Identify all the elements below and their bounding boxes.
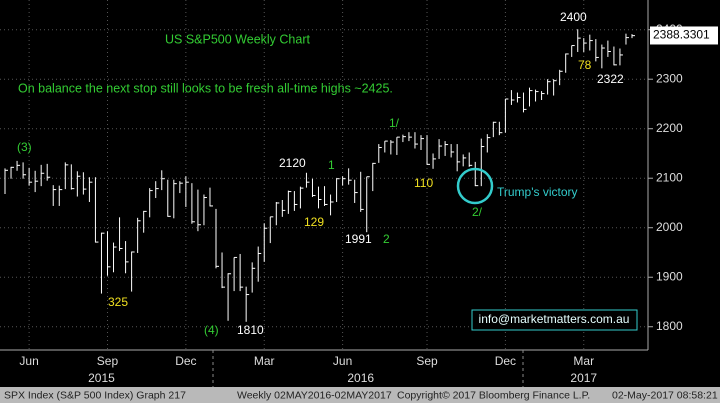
x-tick-label: Sep [416,354,438,368]
grid [0,0,648,350]
y-tick-label: 1800 [656,319,683,333]
y-tick-label: 1900 [656,269,683,283]
annotation: 1810 [237,323,264,337]
annotation: 110 [414,176,433,190]
footer-text: 02-May-2017 08:58:21 [612,389,718,401]
annotation: 2 [383,232,390,246]
annotation: 1 [328,158,335,172]
x-tick-label: Jun [333,354,352,368]
watermark-box [471,309,638,331]
year-label: 2017 [570,371,597,385]
bars [4,29,635,322]
annotation: 1/ [389,116,400,130]
x-tick-label: Mar [573,354,594,368]
y-tick-label: 2200 [656,121,683,135]
annotation: (4) [204,323,219,337]
annotation: (3) [17,140,32,154]
subtitle: On balance the next stop still looks to … [18,81,393,95]
y-tick-label: 2000 [656,220,683,234]
annotation: 325 [108,295,128,309]
year-label: 2015 [88,371,115,385]
annotation: 2400 [560,10,587,24]
annotations: 2400 78 2322 (3) 325 (4) 1810 2120 129 1… [17,10,624,337]
annotation: 2/ [472,205,483,219]
footer-text: SPX Index (S&P 500 Index) Graph 217 [4,389,186,401]
y-tick-label: 2100 [656,170,683,184]
watermark: info@marketmatters.com.au [479,312,630,326]
x-tick-label: Jun [19,354,38,368]
chart-title: US S&P500 Weekly Chart [165,32,310,46]
y-tick-label: 2300 [656,71,683,85]
year-label: 2016 [347,371,374,385]
footer-band [0,387,720,403]
footer-text: Weekly 02MAY2016-02MAY2017 [237,389,392,401]
annotation: 1991 [345,232,372,246]
last-price-box [650,26,718,45]
last-price-label: 2388.3301 [653,28,710,42]
x-tick-label: Sep [97,354,119,368]
x-tick-label: Dec [175,354,196,368]
footer-text: Copyright© 2017 Bloomberg Finance L.P. [397,389,590,401]
highlight-circle [456,167,494,205]
annotation: Trump's victory [497,185,578,199]
x-tick-label: Mar [254,354,275,368]
annotation: 2120 [279,156,306,170]
annotation: 2322 [597,72,624,86]
annotation: 129 [304,215,324,229]
x-tick-label: Dec [495,354,516,368]
annotation: 78 [578,58,592,72]
